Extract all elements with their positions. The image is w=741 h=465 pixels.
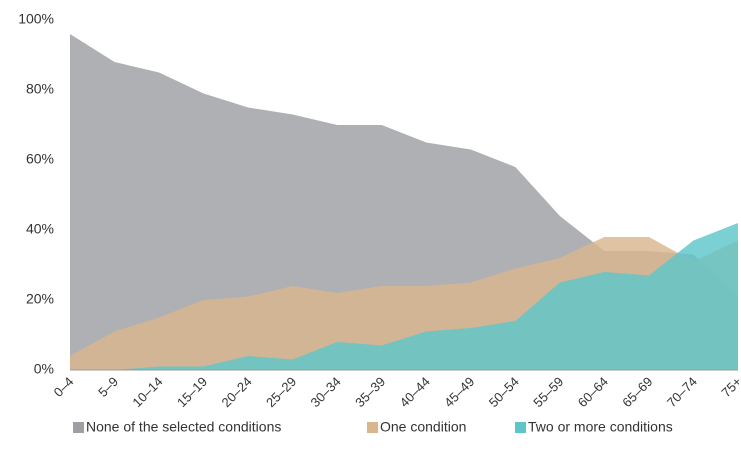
x-tick-label: 20–24: [219, 374, 255, 410]
x-tick-label: 35–39: [352, 374, 388, 410]
legend-swatch: [367, 422, 378, 433]
x-tick-label: 5–9: [95, 374, 121, 400]
legend-label: One condition: [380, 419, 466, 435]
x-tick-label: 30–34: [308, 374, 344, 410]
legend-swatch: [515, 422, 526, 433]
y-tick-label: 100%: [18, 11, 54, 27]
y-tick-label: 80%: [26, 81, 54, 97]
x-tick-label: 45–49: [441, 374, 477, 410]
x-tick-label: 10–14: [129, 374, 165, 410]
x-tick-label: 15–19: [174, 374, 210, 410]
x-tick-label: 55–59: [530, 374, 566, 410]
x-tick-label: 70–74: [664, 374, 700, 410]
legend-swatch: [73, 422, 84, 433]
x-tick-label: 65–69: [619, 374, 655, 410]
y-tick-label: 60%: [26, 151, 54, 167]
area: [70, 223, 738, 370]
x-tick-label: 40–44: [397, 374, 433, 410]
x-tick-label: 60–64: [575, 374, 611, 410]
legend-label: Two or more conditions: [528, 419, 673, 435]
x-tick-label: 75+: [718, 374, 741, 400]
y-tick-label: 40%: [26, 221, 54, 237]
y-tick-label: 20%: [26, 291, 54, 307]
legend-label: None of the selected conditions: [86, 419, 281, 435]
x-tick-label: 50–54: [486, 374, 522, 410]
x-tick-label: 0–4: [51, 374, 77, 400]
y-tick-label: 0%: [34, 361, 54, 377]
x-tick-label: 25–29: [263, 374, 299, 410]
